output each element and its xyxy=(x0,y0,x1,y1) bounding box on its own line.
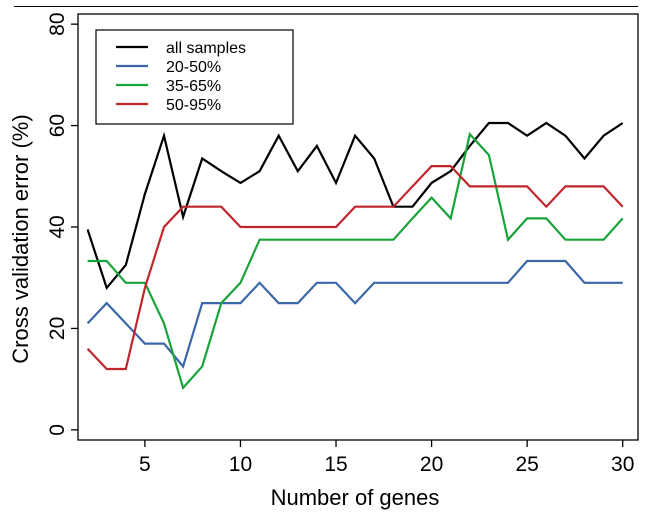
y-tick-label: 20 xyxy=(46,317,69,340)
y-tick-label: 60 xyxy=(46,114,69,137)
series-line-20-50- xyxy=(86,259,623,369)
legend-label: all samples xyxy=(166,40,246,57)
legend-box xyxy=(95,29,294,125)
x-tick-label: 15 xyxy=(324,453,347,476)
y-tick-label: 0 xyxy=(46,424,69,436)
legend-label: 35-65% xyxy=(166,78,221,95)
y-axis-label: Cross validation error (%) xyxy=(8,114,33,363)
x-tick-label: 10 xyxy=(229,453,252,476)
series-line-35-65- xyxy=(87,131,624,390)
x-tick-label: 5 xyxy=(139,453,151,476)
top-rule xyxy=(14,6,638,7)
x-tick-label: 30 xyxy=(611,453,634,476)
x-tick-label: 20 xyxy=(420,453,443,476)
legend-label: 50-95% xyxy=(166,97,221,114)
x-axis-label: Number of genes xyxy=(271,485,440,510)
y-tick-label: 40 xyxy=(46,215,69,238)
y-tick-label: 80 xyxy=(46,12,69,35)
series-line-all-samples xyxy=(86,121,624,291)
series-line-50-95- xyxy=(86,165,624,371)
x-tick-label: 25 xyxy=(515,453,538,476)
legend-label: 20-50% xyxy=(166,59,221,76)
